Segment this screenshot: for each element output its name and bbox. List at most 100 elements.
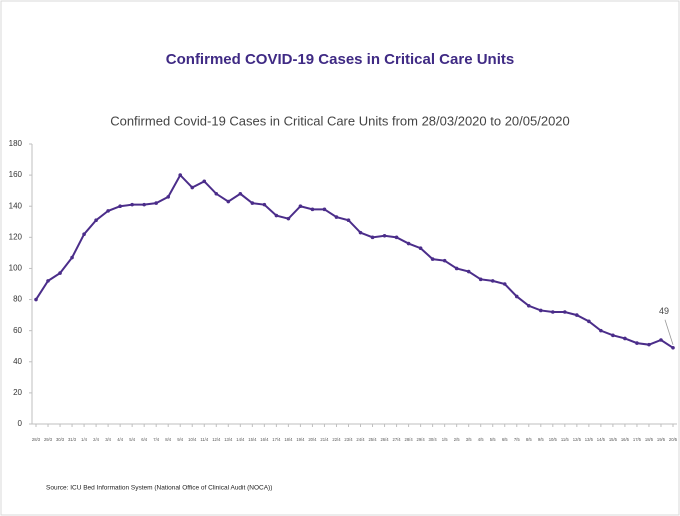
point: [382, 233, 387, 238]
point: [214, 191, 219, 196]
point: [514, 294, 519, 299]
x-tick-label: 14/5: [597, 437, 606, 442]
x-tick-label: 9/5: [538, 437, 544, 442]
point: [190, 185, 195, 190]
x-tick-label: 20/5: [669, 437, 678, 442]
line: [35, 173, 674, 349]
y-tick-label: 100: [9, 264, 23, 273]
point: [659, 338, 663, 342]
point: [58, 271, 62, 275]
x-tick-label: 23/4: [344, 437, 353, 442]
x-tick-label: 28/4: [405, 437, 414, 442]
y-tick-label: 180: [9, 139, 23, 148]
x-tick-label: 7/4: [153, 437, 159, 442]
point: [394, 235, 399, 240]
x-tick-label: 8/4: [165, 437, 171, 442]
x-tick-label: 24/4: [356, 437, 365, 442]
x-tick-label: 5/4: [129, 437, 135, 442]
point: [611, 333, 615, 338]
point: [106, 209, 110, 213]
x-tick-label: 29/4: [417, 437, 426, 442]
point: [346, 218, 351, 223]
x-tick-label: 30/3: [56, 437, 65, 442]
x-tick-label: 10/4: [188, 437, 197, 442]
point: [490, 279, 495, 283]
x-tick-label: 10/5: [549, 437, 558, 442]
point: [418, 246, 423, 251]
point: [358, 230, 363, 235]
point: [478, 277, 483, 282]
x-tick-label: 6/5: [502, 437, 508, 442]
point: [599, 328, 603, 333]
label-leader: [664, 319, 674, 345]
x-tick-label: 6/4: [141, 437, 147, 442]
x-tick-label: 22/4: [332, 437, 341, 442]
point: [671, 345, 675, 350]
y-tick-label: 80: [13, 295, 22, 304]
x-tick-label: 9/4: [177, 437, 183, 442]
x-tick-label: 14/4: [236, 437, 245, 442]
point: [430, 257, 435, 261]
x-tick-label: 2/4: [93, 437, 99, 442]
point: [142, 202, 146, 207]
point: [118, 204, 122, 209]
x-tick-label: 21/4: [320, 437, 329, 442]
x-tick-label: 12/5: [573, 437, 582, 442]
x-tick-label: 28/3: [32, 437, 41, 442]
point: [563, 310, 567, 314]
point: [262, 202, 267, 207]
point: [526, 303, 531, 308]
y-tick-label: 120: [9, 232, 23, 241]
point: [250, 201, 255, 205]
x-tick-label: 15/5: [609, 437, 618, 442]
point: [238, 191, 243, 196]
x-tick-label: 29/3: [44, 437, 53, 442]
point: [94, 218, 98, 223]
point: [310, 207, 315, 212]
point: [166, 195, 171, 199]
point: [406, 241, 411, 246]
chart-title: Confirmed Covid-19 Cases in Critical Car…: [110, 113, 570, 128]
point: [442, 258, 447, 263]
point: [82, 232, 86, 237]
data-label: 49: [659, 306, 669, 316]
point: [286, 216, 291, 221]
x-tick-label: 13/5: [585, 437, 594, 442]
x-tick-label: 3/5: [466, 437, 472, 442]
point: [647, 342, 651, 347]
point: [178, 173, 183, 177]
point: [623, 336, 627, 341]
point: [635, 341, 639, 345]
y-tick-label: 20: [13, 388, 22, 397]
x-tick-label: 17/5: [633, 437, 642, 442]
x-tick-label: 20/4: [308, 437, 317, 442]
point: [130, 202, 134, 207]
y-tick-label: 140: [9, 201, 23, 210]
x-tick-label: 16/5: [621, 437, 630, 442]
point: [370, 235, 375, 240]
x-tick-label: 13/4: [224, 437, 233, 442]
x-tick-label: 2/5: [454, 437, 460, 442]
x-tick-label: 19/5: [657, 437, 666, 442]
x-tick-label: 15/4: [248, 437, 257, 442]
point: [274, 213, 279, 218]
point: [298, 204, 303, 209]
x-tick-label: 7/5: [514, 437, 520, 442]
x-tick-label: 17/4: [272, 437, 281, 442]
y-tick-label: 40: [13, 357, 22, 366]
point: [454, 266, 459, 271]
x-tick-label: 5/5: [490, 437, 496, 442]
point: [46, 279, 50, 283]
x-tick-label: 1/5: [442, 437, 448, 442]
x-tick-label: 31/3: [68, 437, 77, 442]
source: Source: ICU Bed Information System (Nati…: [46, 485, 272, 492]
x-tick-label: 1/4: [81, 437, 87, 442]
point: [322, 207, 327, 212]
x-tick-label: 4/5: [478, 437, 484, 442]
x-tick-label: 11/4: [200, 437, 209, 442]
point: [538, 308, 543, 313]
x-tick-label: 19/4: [296, 437, 305, 442]
x-tick-label: 8/5: [526, 437, 532, 442]
x-tick-label: 11/5: [561, 437, 570, 442]
